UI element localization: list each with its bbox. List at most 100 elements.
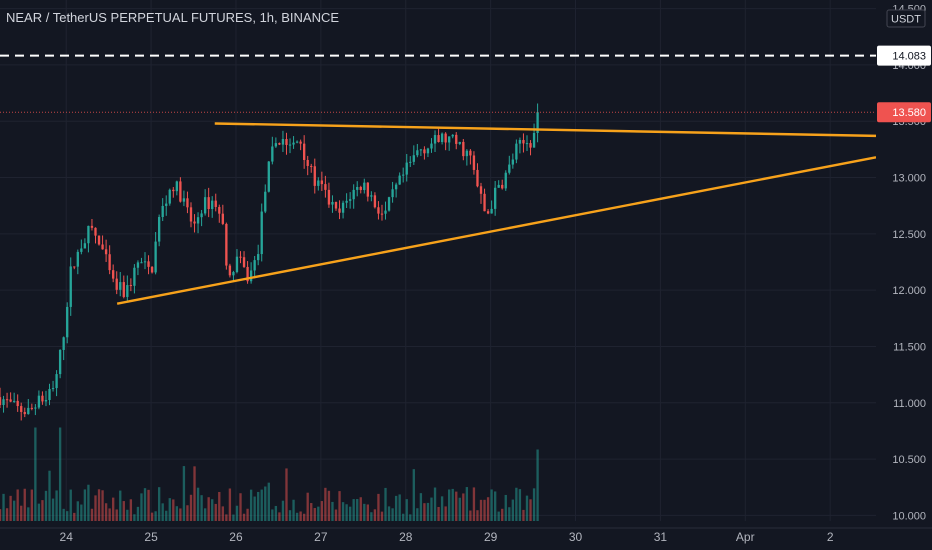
- volume-bar: [246, 508, 249, 521]
- candle-body: [402, 174, 405, 176]
- volume-bar: [44, 490, 48, 521]
- x-tick-label: 2: [827, 530, 834, 544]
- x-tick-label: 26: [229, 530, 243, 544]
- volume-bar: [426, 502, 430, 521]
- price-axis[interactable]: 14.50014.00013.50013.00012.50012.00011.5…: [876, 0, 932, 550]
- candle-body: [249, 270, 253, 282]
- volume-bar: [101, 490, 104, 521]
- candle-body: [267, 161, 270, 192]
- candle-body: [444, 133, 447, 143]
- candle-body: [306, 160, 309, 166]
- volume-bar: [126, 509, 129, 521]
- volume-bar: [214, 503, 217, 521]
- candle-body: [69, 266, 72, 307]
- candle-body: [515, 143, 518, 160]
- candle-body: [228, 265, 232, 276]
- candle-body: [101, 244, 104, 250]
- volume-bar: [274, 505, 278, 521]
- candle-body: [154, 241, 157, 273]
- candle-body: [373, 195, 377, 208]
- candle-body: [518, 139, 522, 144]
- candle-body: [334, 202, 338, 209]
- candle-body: [203, 197, 207, 214]
- candle-body: [207, 197, 210, 209]
- volume-bar: [16, 489, 19, 521]
- candle-body: [58, 349, 62, 375]
- volume-bar: [115, 509, 118, 521]
- volume-bar: [522, 509, 525, 521]
- candle-body: [27, 407, 30, 415]
- volume-bar: [486, 497, 490, 521]
- volume-bar: [440, 496, 444, 521]
- volume-bar: [228, 488, 232, 521]
- candle-body: [508, 164, 511, 173]
- volume-bar: [299, 511, 302, 521]
- candle-body: [525, 143, 529, 145]
- candle-body: [493, 187, 497, 209]
- volume-bar: [2, 493, 5, 521]
- candle-body: [274, 143, 278, 147]
- volume-bar: [271, 509, 274, 521]
- candle-body: [80, 248, 83, 252]
- volume-bar: [235, 505, 239, 521]
- volume-bar: [154, 511, 157, 521]
- candle-body: [462, 141, 465, 157]
- x-tick-label: 28: [399, 530, 413, 544]
- candle-body: [182, 198, 186, 202]
- volume-bar: [483, 499, 486, 521]
- candle-body: [16, 400, 19, 407]
- volume-bar: [313, 508, 316, 521]
- candle-body: [370, 195, 373, 197]
- volume-bar: [172, 499, 175, 521]
- volume-bar: [532, 488, 536, 521]
- time-axis[interactable]: 24 25 26 27 28 29 30 31 Apr 2: [0, 527, 932, 544]
- volume-bar: [501, 508, 504, 521]
- candle-body: [257, 254, 260, 261]
- volume-bar: [433, 487, 437, 521]
- candle-body: [522, 139, 525, 144]
- candle-body: [225, 223, 228, 266]
- volume-bar: [119, 490, 122, 521]
- volume-bar: [529, 499, 532, 521]
- candle-body: [324, 184, 327, 190]
- volume-bar: [515, 487, 518, 521]
- candle-body: [285, 139, 288, 145]
- volume-bar: [356, 499, 359, 521]
- candle-body: [211, 200, 214, 209]
- volume-bar: [27, 507, 30, 521]
- volume-bar: [23, 488, 26, 521]
- candle-body: [66, 306, 69, 338]
- volume-bar: [150, 512, 154, 521]
- candle-body: [122, 282, 125, 297]
- volume-bar: [62, 508, 65, 521]
- candle-body: [23, 411, 26, 415]
- candle-body: [133, 267, 136, 286]
- candle-body: [412, 155, 415, 162]
- x-tick-label: Apr: [736, 530, 755, 544]
- volume-bar: [437, 506, 440, 521]
- trendlines[interactable]: [116, 122, 877, 305]
- candle-body: [338, 208, 341, 213]
- volume-bar: [345, 504, 348, 521]
- candle-body: [504, 172, 507, 189]
- volume-bar: [497, 511, 500, 521]
- candle-body: [246, 266, 249, 282]
- trendline-support: [116, 156, 877, 305]
- volume-bar: [182, 466, 186, 521]
- volume-bar: [394, 495, 398, 521]
- candle-body: [426, 148, 430, 154]
- candle-body: [455, 134, 458, 144]
- volume-bar: [83, 489, 87, 521]
- candle-body: [313, 166, 316, 186]
- candle-body: [112, 270, 115, 279]
- candle-body: [260, 211, 263, 255]
- volume-bar: [211, 499, 214, 521]
- volume-bar: [97, 489, 101, 521]
- volume-bar: [157, 487, 161, 521]
- volume-bar: [281, 500, 285, 521]
- candle-body: [511, 159, 515, 165]
- volume-bar: [200, 495, 203, 521]
- volume-bar: [168, 498, 171, 521]
